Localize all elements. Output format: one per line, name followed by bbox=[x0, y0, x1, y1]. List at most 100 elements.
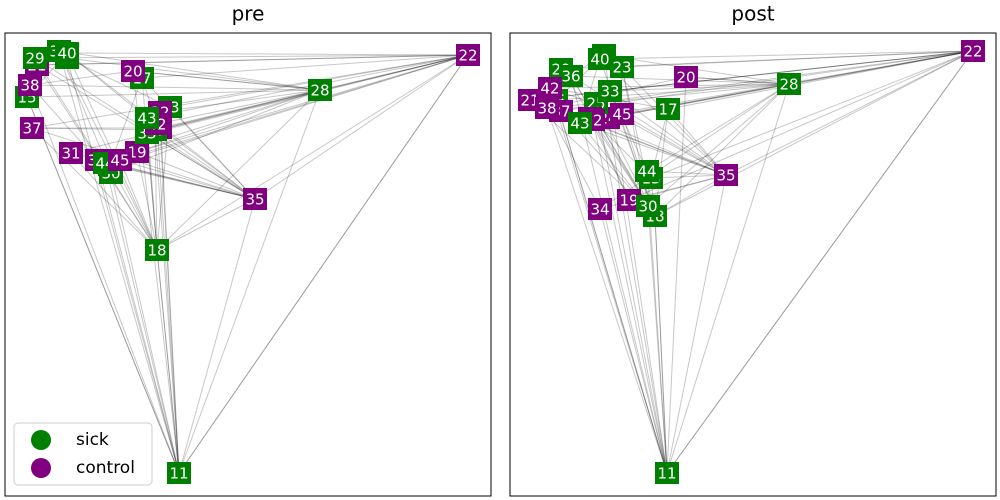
edge bbox=[146, 132, 256, 200]
node bbox=[308, 79, 332, 101]
node bbox=[714, 164, 738, 186]
edge bbox=[58, 50, 321, 91]
edge bbox=[599, 208, 668, 474]
node bbox=[108, 149, 132, 171]
legend: sick control bbox=[13, 422, 153, 486]
node-label: 19 bbox=[127, 144, 146, 162]
node-label: 35 bbox=[716, 167, 735, 185]
node-label: 29 bbox=[25, 50, 44, 68]
edge bbox=[66, 52, 469, 56]
panel-title: post bbox=[731, 2, 774, 26]
edge bbox=[156, 198, 256, 251]
edge bbox=[96, 159, 180, 474]
edge bbox=[685, 76, 790, 85]
edge bbox=[66, 57, 321, 91]
edge bbox=[621, 66, 727, 176]
edge bbox=[104, 162, 180, 474]
edge bbox=[136, 151, 256, 200]
edge bbox=[599, 83, 790, 210]
edge bbox=[26, 96, 180, 474]
edge bbox=[647, 83, 790, 207]
node bbox=[243, 188, 267, 210]
edge bbox=[685, 76, 790, 85]
node-label: 43 bbox=[570, 115, 589, 133]
edge bbox=[34, 54, 469, 59]
node-label: 22 bbox=[963, 43, 982, 61]
edge bbox=[579, 122, 727, 176]
edge bbox=[666, 83, 790, 474]
legend-marker bbox=[31, 458, 51, 478]
node bbox=[568, 112, 592, 134]
edge bbox=[159, 127, 180, 474]
node bbox=[18, 74, 42, 96]
legend-label: control bbox=[76, 458, 135, 478]
node bbox=[456, 44, 480, 66]
edge bbox=[646, 83, 790, 172]
node bbox=[559, 65, 583, 87]
edge bbox=[654, 215, 668, 474]
node bbox=[23, 47, 47, 69]
edge bbox=[159, 89, 321, 129]
edge bbox=[110, 172, 180, 474]
node-label: 42 bbox=[540, 80, 559, 98]
edge bbox=[555, 99, 668, 474]
node-label: 23 bbox=[612, 59, 631, 77]
node-label: 40 bbox=[590, 51, 609, 69]
panel-frame bbox=[4, 32, 492, 497]
edge bbox=[621, 50, 974, 68]
edge bbox=[609, 83, 790, 92]
node bbox=[121, 60, 145, 82]
edge bbox=[549, 87, 668, 474]
node-label: 44 bbox=[637, 163, 656, 181]
edge bbox=[595, 102, 668, 474]
edge bbox=[154, 129, 158, 251]
edge bbox=[599, 50, 974, 60]
edge bbox=[26, 89, 321, 98]
edge bbox=[589, 117, 630, 201]
node-label: 35 bbox=[245, 191, 264, 209]
edge bbox=[156, 249, 180, 474]
node bbox=[55, 42, 79, 64]
edge bbox=[29, 84, 180, 474]
edge bbox=[31, 127, 158, 251]
edge bbox=[36, 54, 469, 66]
edge bbox=[666, 76, 687, 474]
node bbox=[617, 189, 641, 211]
node bbox=[535, 97, 559, 119]
node-label: 43 bbox=[137, 110, 156, 128]
node bbox=[20, 117, 44, 139]
edge bbox=[178, 198, 256, 474]
node-label: 28 bbox=[779, 76, 798, 94]
node-label: 18 bbox=[147, 242, 166, 260]
node bbox=[636, 195, 660, 217]
edge bbox=[254, 54, 469, 200]
edge bbox=[666, 50, 974, 474]
edge bbox=[667, 50, 974, 110]
edge bbox=[654, 83, 790, 217]
edge bbox=[560, 50, 974, 112]
legend-marker bbox=[31, 430, 51, 450]
edge bbox=[546, 107, 601, 210]
edge bbox=[132, 70, 321, 91]
edge bbox=[178, 54, 469, 474]
edge bbox=[29, 84, 321, 91]
edge bbox=[621, 66, 656, 217]
edge bbox=[666, 50, 974, 474]
edge bbox=[109, 164, 256, 200]
node-label: 45 bbox=[612, 106, 631, 124]
node-label: 21 bbox=[520, 92, 539, 110]
node-label: 20 bbox=[676, 69, 695, 87]
edge bbox=[607, 117, 668, 474]
edge bbox=[628, 50, 974, 201]
edge bbox=[141, 77, 158, 251]
edge bbox=[119, 159, 158, 251]
node bbox=[610, 103, 634, 125]
edge bbox=[647, 205, 668, 474]
edge bbox=[156, 249, 180, 474]
edge bbox=[549, 83, 790, 89]
edge bbox=[156, 54, 469, 251]
node bbox=[635, 160, 659, 182]
edge bbox=[26, 96, 180, 474]
edge bbox=[178, 89, 321, 474]
